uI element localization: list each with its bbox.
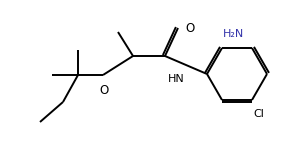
Text: O: O [99, 84, 109, 97]
Text: Cl: Cl [253, 109, 264, 119]
Text: HN: HN [168, 74, 184, 84]
Text: H₂N: H₂N [223, 29, 244, 39]
Text: O: O [185, 22, 194, 35]
